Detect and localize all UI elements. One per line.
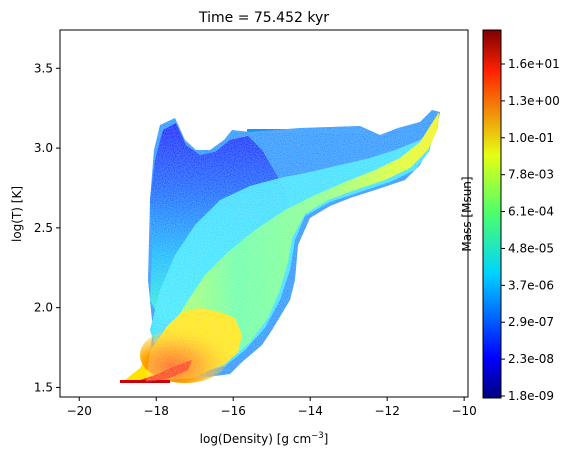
x-tick-label: −18 bbox=[144, 404, 169, 418]
x-tick-label: −20 bbox=[67, 404, 92, 418]
chart-title: Time = 75.452 kyr bbox=[198, 10, 329, 26]
x-tick-label: −12 bbox=[375, 404, 400, 418]
colorbar-tick-label: 1.6e+01 bbox=[508, 57, 560, 71]
colorbar-tick-label: 2.3e-08 bbox=[508, 352, 554, 366]
colorbar-tick-label: 2.9e-07 bbox=[508, 315, 554, 329]
y-tick-label: 2.0 bbox=[34, 301, 53, 315]
heatmap-grain bbox=[146, 110, 440, 382]
x-axis-label-exponent: −3 bbox=[311, 431, 324, 441]
colorbar-tick-label: 1.0e-01 bbox=[508, 131, 554, 145]
x-axis-label-suffix: ] bbox=[324, 432, 329, 446]
colorbar-tick-label: 1.3e+00 bbox=[508, 94, 560, 108]
y-axis-label: log(T) [K] bbox=[10, 186, 24, 242]
y-tick-label: 1.5 bbox=[34, 380, 53, 394]
heatmap-floor-line bbox=[120, 380, 170, 383]
plot-area bbox=[120, 110, 440, 383]
y-tick-label: 2.5 bbox=[34, 221, 53, 235]
colorbar-tick-label: 1.8e-09 bbox=[508, 389, 554, 403]
x-axis: −20 −18 −16 −14 −12 −10 bbox=[67, 397, 477, 418]
y-tick-label: 3.0 bbox=[34, 141, 53, 155]
y-axis: 1.5 2.0 2.5 3.0 3.5 bbox=[34, 61, 60, 394]
x-axis-label-prefix: log(Density) [g cm bbox=[200, 432, 312, 446]
y-tick-label: 3.5 bbox=[34, 61, 53, 75]
colorbar-gradient bbox=[482, 29, 502, 399]
colorbar-ticks: 1.8e-09 2.3e-08 2.9e-07 3.7e-06 4.8e-05 6.1e-… bbox=[501, 57, 560, 403]
histogram-heatmap bbox=[120, 110, 440, 383]
colorbar: 1.8e-09 2.3e-08 2.9e-07 3.7e-06 4.8e-05 6.1e-… bbox=[460, 29, 560, 403]
colorbar-tick-label: 4.8e-05 bbox=[508, 241, 554, 255]
colorbar-tick-label: 7.8e-03 bbox=[508, 168, 554, 182]
x-axis-label: log(Density) [g cm−3] bbox=[200, 431, 329, 446]
x-tick-label: −16 bbox=[221, 404, 246, 418]
colorbar-tick-label: 3.7e-06 bbox=[508, 278, 554, 292]
colorbar-label: Mass [Msun] bbox=[460, 176, 474, 251]
x-tick-label: −14 bbox=[298, 404, 323, 418]
x-tick-label: −10 bbox=[451, 404, 476, 418]
plot-frame bbox=[59, 29, 469, 398]
colorbar-tick-label: 6.1e-04 bbox=[508, 205, 554, 219]
